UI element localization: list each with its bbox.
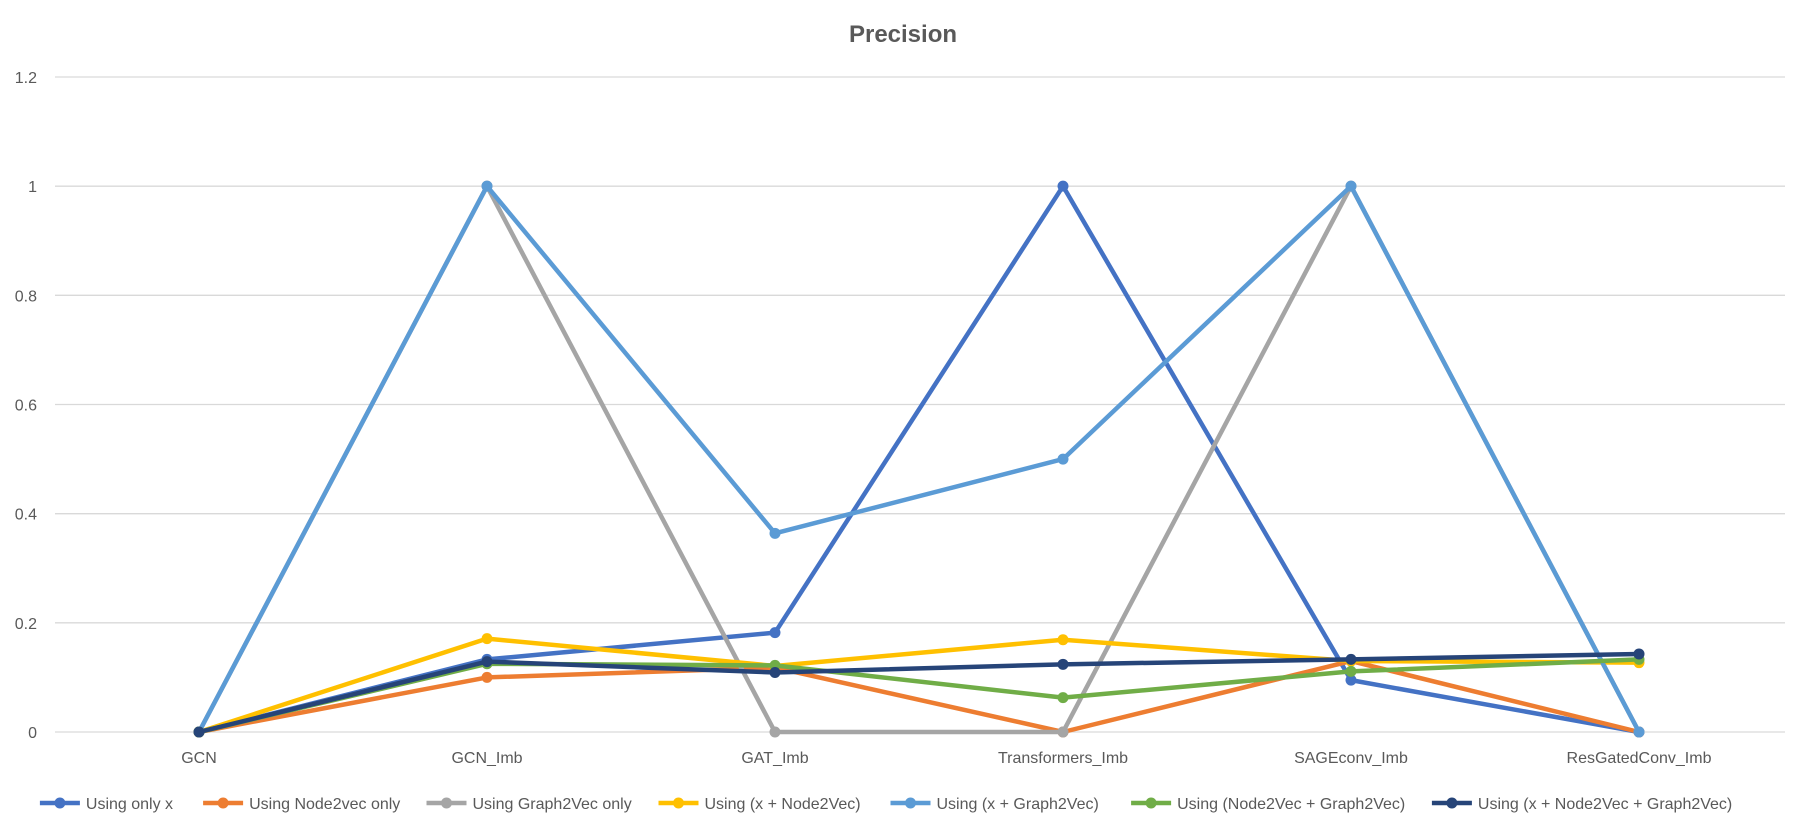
series-line bbox=[196, 658, 1642, 735]
legend-label: Using (x + Node2Vec) bbox=[705, 796, 861, 813]
data-point bbox=[1345, 665, 1357, 677]
data-point bbox=[193, 726, 205, 738]
x-axis-ticks: GCN GCN_Imb GAT_Imb Transformers_Imb SAGEcon… bbox=[181, 750, 1711, 767]
data-point bbox=[1633, 648, 1645, 660]
data-point bbox=[1057, 658, 1069, 670]
chart-title: Precision bbox=[849, 21, 957, 48]
data-point bbox=[481, 633, 493, 645]
data-point bbox=[769, 726, 781, 738]
legend-item: Using Node2vec only bbox=[203, 796, 400, 813]
legend-label: Using (x + Graph2Vec) bbox=[937, 796, 1099, 813]
data-point bbox=[769, 667, 781, 679]
legend-swatch-marker bbox=[217, 797, 229, 809]
legend-swatch-marker bbox=[673, 797, 684, 809]
legend-swatch-marker bbox=[905, 797, 916, 809]
x-tick-label: ResGatedConv_Imb bbox=[1567, 750, 1712, 767]
data-point bbox=[481, 656, 493, 668]
data-point bbox=[1057, 180, 1069, 192]
legend-item: Using (x + Graph2Vec) bbox=[890, 796, 1099, 813]
legend-item: Using (Node2Vec + Graph2Vec) bbox=[1131, 796, 1405, 813]
data-point bbox=[1057, 453, 1069, 465]
data-point bbox=[1057, 634, 1069, 646]
x-tick-label: SAGEconv_Imb bbox=[1294, 750, 1408, 767]
series-7 bbox=[193, 648, 1645, 738]
legend-item: Using only x bbox=[39, 796, 173, 813]
y-tick-label: 1 bbox=[28, 179, 37, 196]
series-lines bbox=[193, 180, 1645, 738]
legend: Using only x Using Node2vec only Using Gra… bbox=[39, 796, 1732, 813]
y-tick-label: 0.2 bbox=[15, 616, 37, 633]
legend-swatch-marker bbox=[1145, 797, 1157, 809]
y-axis-ticks: 0 0.2 0.4 0.6 0.8 1 1.2 bbox=[15, 70, 37, 742]
series-line bbox=[196, 183, 1642, 735]
x-tick-label: Transformers_Imb bbox=[998, 750, 1128, 767]
data-point bbox=[481, 671, 493, 683]
data-point bbox=[1345, 674, 1357, 686]
series-line bbox=[196, 636, 1642, 735]
legend-label: Using (x + Node2Vec + Graph2Vec) bbox=[1478, 796, 1732, 813]
data-point bbox=[481, 180, 493, 192]
y-tick-label: 1.2 bbox=[15, 70, 37, 87]
data-point bbox=[769, 527, 781, 539]
x-tick-label: GAT_Imb bbox=[741, 750, 808, 767]
data-point bbox=[1345, 180, 1357, 192]
data-point bbox=[1345, 653, 1357, 665]
legend-label: Using Graph2Vec only bbox=[473, 796, 632, 813]
data-point bbox=[769, 627, 781, 639]
y-tick-label: 0.4 bbox=[15, 507, 37, 524]
legend-swatch-marker bbox=[1446, 797, 1458, 809]
series-line bbox=[196, 651, 1642, 735]
legend-label: Using (Node2Vec + Graph2Vec) bbox=[1177, 796, 1405, 813]
legend-item: Using (x + Node2Vec + Graph2Vec) bbox=[1431, 796, 1732, 813]
x-tick-label: GCN bbox=[181, 750, 217, 767]
y-tick-label: 0 bbox=[28, 725, 37, 742]
legend-label: Using only x bbox=[86, 796, 173, 813]
data-point bbox=[1633, 726, 1645, 738]
legend-label: Using Node2vec only bbox=[249, 796, 400, 813]
x-tick-label: GCN_Imb bbox=[451, 750, 522, 767]
data-point bbox=[1057, 726, 1069, 738]
y-tick-label: 0.8 bbox=[15, 288, 37, 305]
legend-item: Using Graph2Vec only bbox=[426, 796, 632, 813]
data-point bbox=[1057, 692, 1069, 704]
y-tick-label: 0.6 bbox=[15, 398, 37, 415]
legend-item: Using (x + Node2Vec) bbox=[658, 796, 861, 813]
gridlines bbox=[55, 76, 1785, 733]
legend-swatch-marker bbox=[441, 797, 452, 809]
legend-swatch-marker bbox=[54, 797, 66, 809]
